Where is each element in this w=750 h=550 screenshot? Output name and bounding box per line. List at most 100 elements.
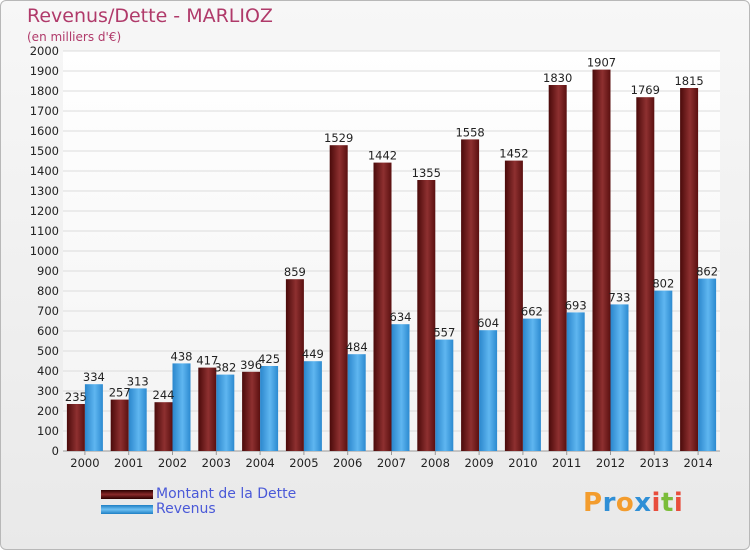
bar-dette <box>110 399 129 451</box>
bars <box>66 69 717 451</box>
y-tick-label: 0 <box>52 444 59 458</box>
data-label: 449 <box>302 347 324 361</box>
bar-dette <box>417 180 436 451</box>
bar-revenus <box>435 339 454 451</box>
x-tick-label: 2011 <box>552 456 581 470</box>
data-label: 862 <box>696 265 718 279</box>
data-label: 1830 <box>543 71 572 85</box>
legend-label-revenus: Revenus <box>156 501 216 517</box>
data-label: 662 <box>521 305 543 319</box>
bar-revenus <box>566 312 585 451</box>
bar-revenus <box>391 324 410 451</box>
data-label: 334 <box>83 370 105 384</box>
x-tick-label: 2009 <box>464 456 493 470</box>
x-tick-label: 2001 <box>114 456 143 470</box>
data-label: 1355 <box>412 166 441 180</box>
bar-dette <box>154 402 173 451</box>
data-label: 484 <box>346 340 368 354</box>
y-tick-label: 1500 <box>30 144 59 158</box>
bar-revenus <box>654 290 673 451</box>
x-tick-label: 2014 <box>683 456 712 470</box>
y-tick-label: 1100 <box>30 224 59 238</box>
x-axis: 2000 2001 2002 2003 2004 2005 2006 2007 2008 2009… <box>70 451 713 470</box>
x-tick-label: 2012 <box>596 456 625 470</box>
data-label: 1452 <box>499 147 528 161</box>
data-label: 425 <box>258 352 280 366</box>
x-tick-label: 2013 <box>640 456 669 470</box>
bar-revenus <box>84 384 103 451</box>
x-tick-label: 2006 <box>333 456 362 470</box>
y-tick-label: 1600 <box>30 124 59 138</box>
bar-revenus <box>522 318 541 451</box>
proxiti-logo: Proxiti <box>583 488 683 518</box>
data-label: 604 <box>477 316 499 330</box>
y-tick-label: 300 <box>37 384 59 398</box>
data-label: 313 <box>127 374 149 388</box>
logo-letter: r <box>602 488 616 518</box>
x-tick-label: 2005 <box>289 456 318 470</box>
data-label: 1529 <box>324 131 353 145</box>
y-tick-label: 600 <box>37 324 59 338</box>
y-tick-label: 700 <box>37 304 59 318</box>
y-tick-label: 500 <box>37 344 59 358</box>
bar-revenus <box>698 278 717 451</box>
logo-letter: i <box>651 488 661 518</box>
bar-revenus <box>347 354 366 451</box>
y-tick-label: 400 <box>37 364 59 378</box>
data-label: 1907 <box>587 56 616 70</box>
data-label: 396 <box>240 358 262 372</box>
bar-revenus <box>303 361 322 451</box>
data-label: 235 <box>65 390 87 404</box>
data-label: 802 <box>652 277 674 291</box>
data-label: 1815 <box>674 74 703 88</box>
y-tick-label: 1900 <box>30 64 59 78</box>
bar-dette <box>592 69 611 451</box>
legend-swatch-revenus <box>101 505 153 514</box>
data-label: 257 <box>109 386 131 400</box>
chart-title: Revenus/Dette - MARLIOZ <box>27 5 273 27</box>
logo-letter: P <box>583 488 603 518</box>
bar-dette <box>198 367 217 451</box>
data-label: 438 <box>171 349 193 363</box>
legend-label-dette: Montant de la Dette <box>156 486 297 502</box>
bar-dette <box>329 145 348 451</box>
x-tick-label: 2000 <box>70 456 99 470</box>
data-label: 382 <box>214 361 236 375</box>
y-tick-label: 1700 <box>30 104 59 118</box>
x-tick-label: 2010 <box>508 456 537 470</box>
data-label: 1558 <box>455 125 484 139</box>
y-tick-label: 1800 <box>30 84 59 98</box>
data-label: 634 <box>390 310 412 324</box>
bar-dette <box>242 371 261 451</box>
x-tick-label: 2003 <box>202 456 231 470</box>
y-tick-label: 1200 <box>30 204 59 218</box>
bar-revenus <box>479 330 498 451</box>
data-label: 244 <box>153 388 175 402</box>
x-tick-label: 2002 <box>158 456 187 470</box>
data-label: 557 <box>433 326 455 340</box>
bar-revenus <box>260 366 279 451</box>
x-tick-label: 2007 <box>377 456 406 470</box>
bar-revenus <box>216 374 235 451</box>
data-label: 693 <box>565 298 587 312</box>
bar-dette <box>373 162 392 451</box>
x-tick-label: 2008 <box>421 456 450 470</box>
bar-dette <box>66 404 85 451</box>
bar-dette <box>461 139 480 451</box>
logo-letter: x <box>634 488 652 518</box>
logo-letter: i <box>673 488 684 518</box>
data-label: 417 <box>196 354 218 368</box>
bar-dette <box>285 279 304 451</box>
x-tick-label: 2004 <box>245 456 274 470</box>
bar-dette <box>636 97 655 451</box>
y-tick-label: 2000 <box>30 44 59 58</box>
data-label: 1442 <box>368 149 397 163</box>
y-tick-label: 200 <box>37 404 59 418</box>
bar-revenus <box>172 363 191 451</box>
data-label: 1769 <box>631 83 660 97</box>
y-tick-label: 1300 <box>30 184 59 198</box>
bar-revenus <box>128 388 147 451</box>
